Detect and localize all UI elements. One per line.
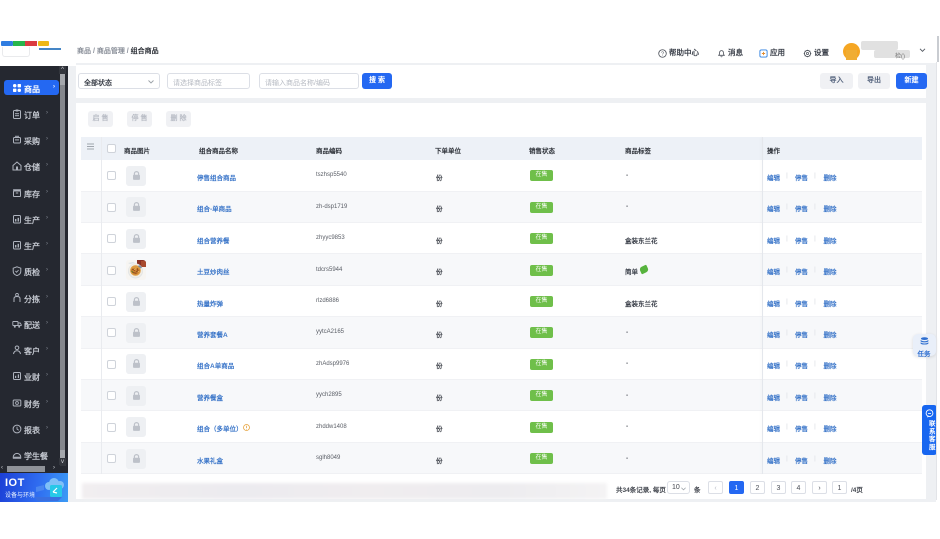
svg-text:?: ? — [661, 51, 664, 57]
